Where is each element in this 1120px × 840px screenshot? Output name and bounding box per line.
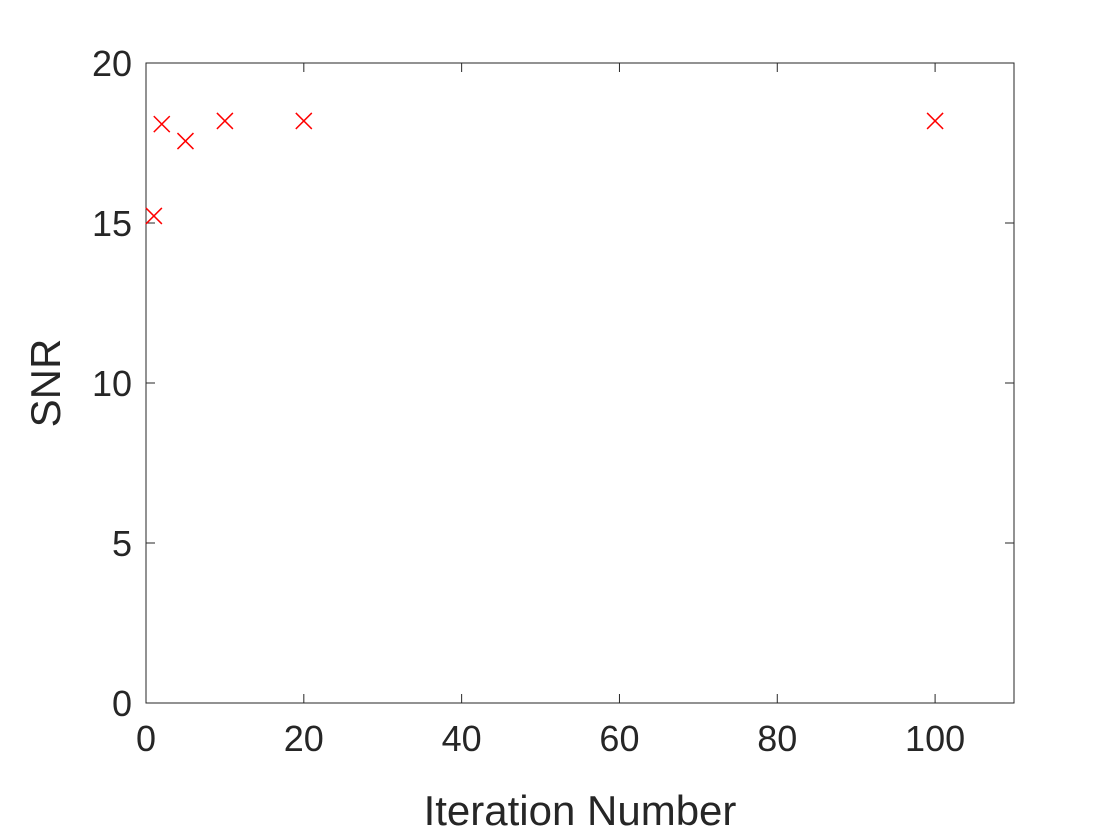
- y-tick-label: 0: [112, 683, 132, 724]
- marker: [145, 207, 163, 225]
- x-tick-label: 80: [757, 718, 797, 759]
- marker: [176, 132, 194, 150]
- x-tick-label: 0: [136, 718, 156, 759]
- y-axis-label: SNR: [22, 339, 69, 428]
- x-tick-label: 60: [599, 718, 639, 759]
- x-tick-label: 20: [284, 718, 324, 759]
- y-tick-label: 5: [112, 523, 132, 564]
- marker: [153, 115, 171, 133]
- x-tick-label: 100: [905, 718, 965, 759]
- y-tick-label: 20: [92, 43, 132, 84]
- marker: [926, 112, 944, 130]
- marker: [216, 112, 234, 130]
- x-tick-label: 40: [442, 718, 482, 759]
- y-tick-label: 10: [92, 363, 132, 404]
- x-axis-label: Iteration Number: [424, 787, 737, 834]
- marker: [295, 112, 313, 130]
- y-tick-label: 15: [92, 203, 132, 244]
- plot-area: [145, 62, 1015, 704]
